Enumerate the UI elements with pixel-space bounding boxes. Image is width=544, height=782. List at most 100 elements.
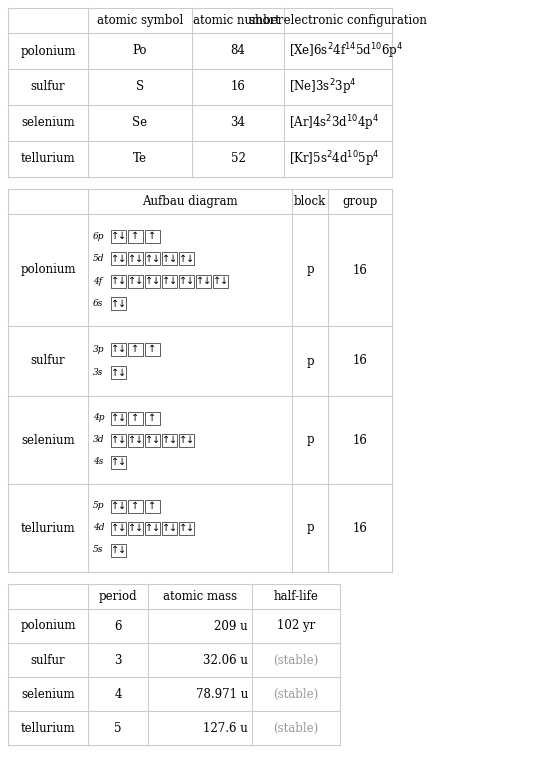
Text: ↑: ↑ [111,435,119,445]
Text: ↓: ↓ [186,276,194,286]
Bar [179,522,194,535]
Text: ↓: ↓ [135,523,143,533]
Text: ↑: ↑ [145,435,153,445]
Text: 3s: 3s [93,368,103,377]
Text: ↓: ↓ [186,254,194,264]
Text: ↑: ↑ [145,276,153,286]
Text: atomic symbol: atomic symbol [97,14,183,27]
Bar [162,274,177,288]
Text: ↓: ↓ [152,523,160,533]
Text: polonium: polonium [20,619,76,633]
Bar [179,433,194,447]
Text: ↑: ↑ [128,523,136,533]
Text: (stable): (stable) [274,722,319,734]
Text: ↑: ↑ [162,523,170,533]
Text: short electronic configuration: short electronic configuration [249,14,427,27]
Bar [145,230,160,243]
Bar [179,274,194,288]
Text: ↑: ↑ [111,254,119,264]
Text: ↑: ↑ [179,254,187,264]
Text: selenium: selenium [21,433,75,447]
Text: ↑: ↑ [149,501,157,511]
Text: (stable): (stable) [274,687,319,701]
Text: ↓: ↓ [118,457,126,467]
Text: 127.6 u: 127.6 u [203,722,248,734]
Text: 16: 16 [353,433,367,447]
Text: ↓: ↓ [152,276,160,286]
Text: ↓: ↓ [135,254,143,264]
Text: 52: 52 [231,152,245,166]
Text: 102 yr: 102 yr [277,619,315,633]
Text: ↑: ↑ [149,231,157,242]
Bar [145,343,160,356]
Text: ↓: ↓ [169,435,177,445]
Text: group: group [342,195,378,208]
Text: ↑: ↑ [145,523,153,533]
Text: ↑: ↑ [128,435,136,445]
Text: sulfur: sulfur [30,654,65,666]
Text: (stable): (stable) [274,654,319,666]
Text: ↓: ↓ [186,435,194,445]
Text: ↑: ↑ [111,457,119,467]
Text: ↑: ↑ [162,276,170,286]
Text: 4d: 4d [93,523,104,533]
Text: S: S [136,81,144,94]
Text: [Ar]4s$^{2}$3d$^{10}$4p$^{4}$: [Ar]4s$^{2}$3d$^{10}$4p$^{4}$ [289,113,379,133]
Text: 34: 34 [231,117,245,130]
Text: ↓: ↓ [118,299,126,309]
Text: ↑: ↑ [145,254,153,264]
Text: ↑: ↑ [162,435,170,445]
Text: [Xe]6s$^{2}$4f$^{14}$5d$^{10}$6p$^{4}$: [Xe]6s$^{2}$4f$^{14}$5d$^{10}$6p$^{4}$ [289,41,403,61]
Bar [128,253,143,265]
Text: ↑: ↑ [111,276,119,286]
Bar [145,411,160,425]
Text: 16: 16 [353,522,367,535]
Text: 5: 5 [114,722,122,734]
Text: p: p [306,264,314,277]
Text: ↓: ↓ [152,254,160,264]
Bar [128,274,143,288]
Text: 16: 16 [231,81,245,94]
Bar [145,274,160,288]
Text: ↓: ↓ [118,523,126,533]
Text: 5p: 5p [93,501,104,511]
Bar [111,500,126,512]
Text: ↓: ↓ [118,368,126,378]
Text: 5d: 5d [93,254,104,264]
Text: ↓: ↓ [135,276,143,286]
Bar [162,253,177,265]
Text: ↑: ↑ [132,231,140,242]
Text: ↑: ↑ [132,413,140,423]
Text: ↓: ↓ [169,523,177,533]
Text: ↑: ↑ [162,254,170,264]
Text: 32.06 u: 32.06 u [203,654,248,666]
Text: ↑: ↑ [111,231,119,242]
Text: 3: 3 [114,654,122,666]
Bar [111,433,126,447]
Text: sulfur: sulfur [30,81,65,94]
Text: 3p: 3p [93,345,104,353]
Text: tellurium: tellurium [21,722,75,734]
Bar [145,253,160,265]
Text: Se: Se [132,117,147,130]
Text: ↓: ↓ [152,435,160,445]
Text: ↑: ↑ [213,276,221,286]
Bar [111,455,126,468]
Text: ↓: ↓ [118,276,126,286]
Text: atomic mass: atomic mass [163,590,237,603]
Text: 209 u: 209 u [214,619,248,633]
Text: ↑: ↑ [111,368,119,378]
Text: ↑: ↑ [111,523,119,533]
Bar [162,433,177,447]
Text: 4f: 4f [93,277,102,285]
Text: ↓: ↓ [118,231,126,242]
Text: ↑: ↑ [132,501,140,511]
Bar [111,522,126,535]
Bar [145,500,160,512]
Text: ↓: ↓ [220,276,228,286]
Bar [111,297,126,310]
Text: [Kr]5s$^{2}$4d$^{10}$5p$^{4}$: [Kr]5s$^{2}$4d$^{10}$5p$^{4}$ [289,149,380,169]
Text: ↑: ↑ [179,276,187,286]
Bar [213,274,228,288]
Text: ↑: ↑ [179,435,187,445]
